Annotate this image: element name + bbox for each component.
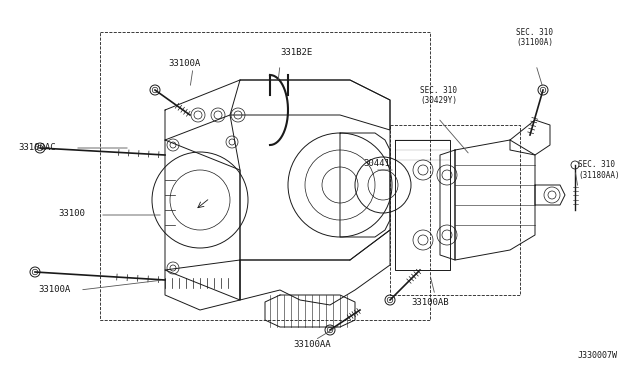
Text: 30441: 30441	[363, 158, 390, 167]
Text: SEC. 310
(30429Y): SEC. 310 (30429Y)	[420, 86, 457, 105]
Text: SEC. 310
(31180AA): SEC. 310 (31180AA)	[578, 160, 620, 180]
Text: J330007W: J330007W	[578, 351, 618, 360]
Text: 33100A: 33100A	[168, 59, 200, 68]
Text: SEC. 310
(31100A): SEC. 310 (31100A)	[516, 28, 553, 47]
Text: 33100AA: 33100AA	[293, 340, 331, 349]
Text: 331B2E: 331B2E	[280, 48, 312, 57]
Text: 33100AC: 33100AC	[18, 144, 56, 153]
Text: 33100AB: 33100AB	[411, 298, 449, 307]
Text: 33100A: 33100A	[38, 285, 70, 295]
Text: 33100: 33100	[58, 208, 85, 218]
